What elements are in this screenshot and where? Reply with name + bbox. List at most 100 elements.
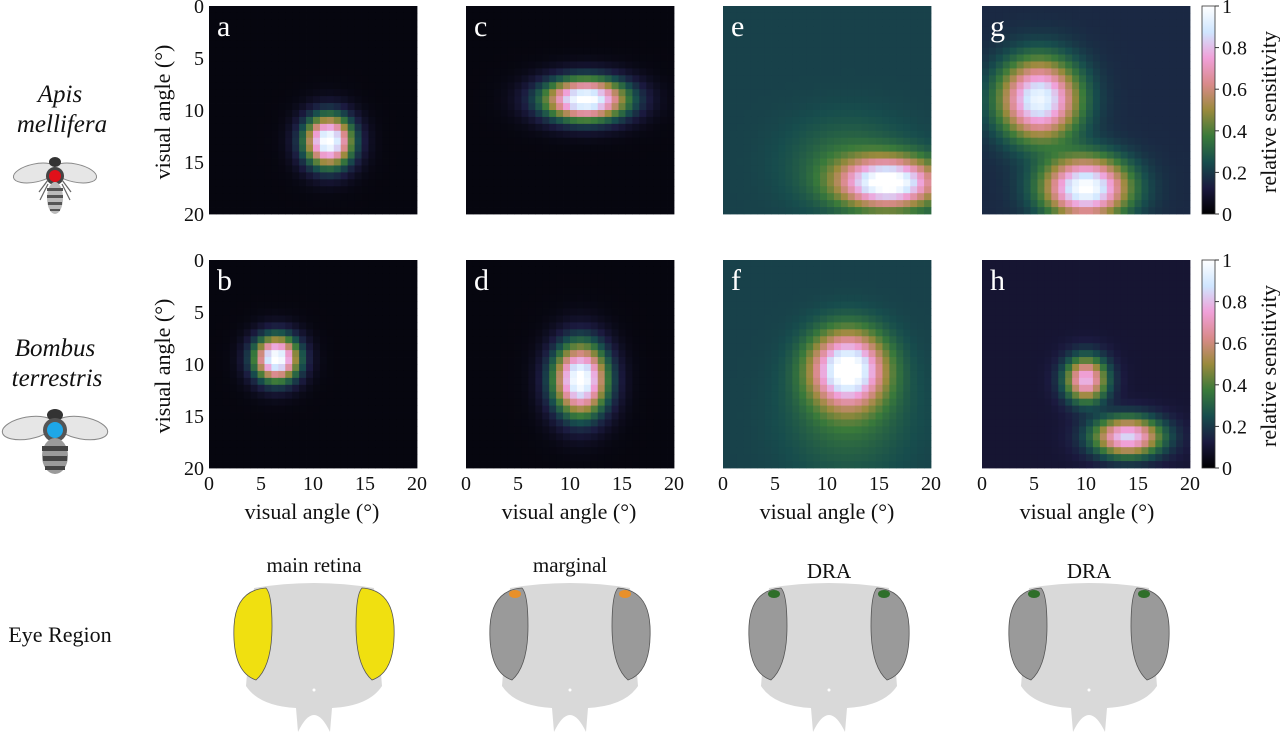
heatmap-cell [820, 89, 828, 97]
heatmap-cell [292, 405, 300, 413]
heatmap-cell [556, 294, 564, 302]
heatmap-cell [799, 26, 807, 35]
heatmap-cell [209, 186, 217, 194]
heatmap-cell [368, 82, 376, 90]
heatmap-cell [625, 151, 633, 159]
heatmap-cell [590, 179, 599, 187]
heatmap-cell [410, 329, 418, 337]
heatmap-cell [771, 158, 779, 166]
heatmap-cell [292, 193, 300, 201]
heatmap-cell [375, 207, 383, 215]
heatmap-cell [646, 329, 654, 337]
heatmap-cell [292, 61, 300, 69]
heatmap-cell [257, 75, 265, 83]
heatmap-cell [813, 89, 821, 97]
heatmap-cell [785, 158, 793, 166]
heatmap-cell [368, 179, 376, 187]
heatmap-cell [729, 19, 738, 28]
heatmap-cell [1023, 165, 1031, 173]
heatmap-cell [833, 151, 842, 159]
heatmap-cell [396, 377, 404, 386]
heatmap-cell [215, 287, 224, 296]
heatmap-cell [1155, 82, 1163, 90]
heatmap-cell [319, 447, 328, 455]
heatmap-cell [1169, 12, 1177, 21]
heatmap-cell [1162, 40, 1170, 48]
heatmap-cell [493, 364, 502, 372]
heatmap-cell [861, 179, 869, 187]
heatmap-cell [646, 68, 654, 76]
heatmap-cell [903, 116, 911, 125]
heatmap-cell [264, 280, 272, 289]
heatmap-cell [479, 260, 488, 268]
heatmap-cell [375, 54, 383, 62]
heatmap-cell [333, 26, 342, 35]
heatmap-cell [542, 89, 550, 97]
heatmap-cell [514, 130, 522, 139]
heatmap-cell [361, 200, 369, 208]
heatmap-cell [209, 419, 217, 427]
heatmap-cell [257, 322, 265, 330]
heatmap-cell [306, 151, 314, 159]
heatmap-cell [833, 54, 842, 62]
heatmap-cell [333, 287, 342, 296]
heatmap-cell [361, 179, 369, 187]
heatmap-cell [1176, 172, 1184, 180]
heatmap-cell [333, 426, 342, 434]
heatmap-cell [472, 193, 481, 201]
heatmap-cell [833, 40, 842, 48]
heatmap-cell [382, 33, 390, 42]
heatmap-cell [611, 96, 619, 104]
heatmap-cell [209, 200, 217, 208]
heatmap-cell [995, 12, 1004, 21]
heatmap-cell [1002, 6, 1011, 14]
heatmap-cell [354, 266, 362, 275]
heatmap-cell [1113, 144, 1122, 152]
heatmap-cell [222, 398, 231, 406]
heatmap-cell [340, 266, 349, 275]
heatmap-cell [736, 6, 745, 14]
heatmap-cell [820, 179, 828, 187]
heatmap-cell [285, 82, 293, 90]
heatmap-cell [326, 343, 335, 351]
heatmap-cell [250, 165, 258, 173]
heatmap-cell [570, 357, 578, 365]
heatmap-cell [306, 75, 314, 83]
heatmap-cell [292, 165, 300, 173]
heatmap-cell [625, 301, 633, 309]
heatmap-cell [333, 454, 342, 462]
heatmap-cell [1051, 110, 1059, 118]
heatmap-cell [988, 151, 997, 159]
heatmap-cell [875, 172, 883, 180]
heatmap-cell [556, 47, 564, 55]
heatmap-cell [556, 26, 564, 35]
heatmap-cell [1037, 103, 1045, 111]
heatmap-cell [222, 179, 231, 187]
heatmap-cell [1141, 68, 1149, 76]
heatmap-cell [486, 61, 495, 69]
heatmap-cell [1037, 89, 1045, 97]
heatmap-cell [583, 343, 592, 351]
heatmap-cell [1106, 186, 1115, 194]
heatmap-cell [833, 19, 842, 28]
heatmap-cell [389, 75, 397, 83]
heatmap-cell [868, 96, 876, 104]
heatmap-cell [209, 357, 217, 365]
heatmap-cell [827, 200, 835, 208]
heatmap-cell [472, 123, 481, 132]
heatmap-cell [250, 287, 258, 296]
heatmap-cell [1037, 68, 1045, 76]
heatmap-cell [1058, 96, 1066, 104]
heatmap-cell [632, 68, 640, 76]
heatmap-cell [639, 137, 647, 146]
heatmap-cell [854, 123, 863, 132]
heatmap-cell [1176, 26, 1184, 35]
heatmap-cell [1030, 12, 1038, 21]
heatmap-cell [667, 165, 675, 173]
heatmap-cell [1141, 82, 1149, 90]
heatmap-cell [1134, 96, 1142, 104]
heatmap-cell [792, 158, 800, 166]
heatmap-cell [771, 40, 779, 48]
heatmap-cell [785, 54, 793, 62]
heatmap-cell [326, 158, 335, 166]
